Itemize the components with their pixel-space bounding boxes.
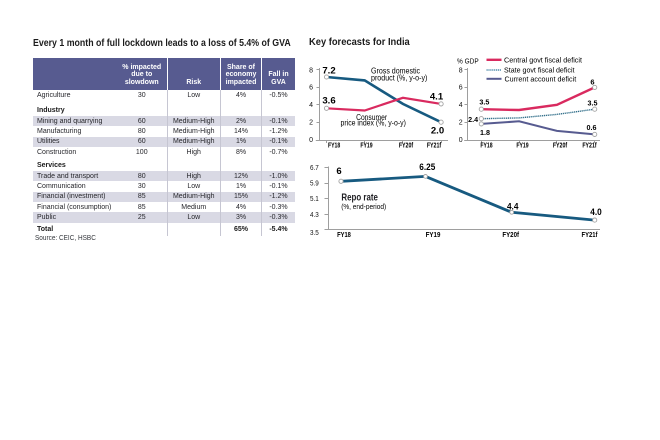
svg-text:FY20f: FY20f	[502, 232, 519, 239]
svg-text:Repo rate: Repo rate	[341, 192, 378, 203]
svg-text:Consumer: Consumer	[356, 113, 387, 122]
svg-text:6: 6	[336, 166, 341, 177]
svg-text:FY21f: FY21f	[427, 143, 442, 150]
svg-text:8: 8	[459, 67, 463, 74]
svg-text:3.5: 3.5	[588, 99, 598, 108]
svg-text:FY19: FY19	[516, 143, 528, 150]
svg-text:Central govt fiscal deficit: Central govt fiscal deficit	[504, 57, 582, 64]
svg-text:6: 6	[309, 85, 313, 92]
svg-text:6.25: 6.25	[419, 162, 436, 173]
svg-text:6: 6	[590, 77, 594, 86]
svg-text:% GDP: % GDP	[457, 58, 479, 65]
svg-text:4.3: 4.3	[310, 212, 319, 219]
svg-text:Gross domestic: Gross domestic	[371, 67, 420, 76]
svg-text:5.1: 5.1	[310, 196, 319, 203]
svg-text:FY21f: FY21f	[582, 143, 597, 150]
svg-text:FY18: FY18	[337, 232, 351, 239]
svg-text:4: 4	[309, 102, 313, 109]
svg-text:8: 8	[309, 67, 313, 74]
svg-text:3.5: 3.5	[479, 97, 489, 106]
svg-text:FY18: FY18	[328, 143, 340, 150]
svg-text:2: 2	[309, 120, 313, 127]
svg-text:4.0: 4.0	[590, 207, 602, 218]
svg-text:3.5: 3.5	[310, 230, 319, 237]
svg-text:5.9: 5.9	[310, 181, 319, 188]
svg-text:2: 2	[459, 120, 463, 127]
svg-text:product (%, y-o-y): product (%, y-o-y)	[371, 73, 428, 82]
svg-text:0.6: 0.6	[587, 123, 597, 132]
svg-text:4.1: 4.1	[430, 92, 443, 102]
svg-text:0: 0	[459, 137, 463, 144]
svg-text:2.4: 2.4	[468, 115, 479, 124]
svg-text:Current account deficit: Current account deficit	[505, 76, 577, 83]
svg-text:6.7: 6.7	[310, 165, 319, 172]
svg-text:FY21f: FY21f	[582, 232, 599, 239]
svg-text:(%, end-period): (%, end-period)	[341, 202, 386, 211]
svg-text:1.8: 1.8	[480, 128, 490, 137]
svg-text:price index (%, y-o-y): price index (%, y-o-y)	[341, 119, 407, 128]
svg-text:FY18: FY18	[480, 143, 492, 150]
svg-text:FY20f: FY20f	[399, 143, 414, 150]
svg-text:State govt fiscal deficit: State govt fiscal deficit	[504, 68, 575, 75]
svg-text:2.0: 2.0	[431, 126, 444, 136]
svg-text:7.2: 7.2	[322, 65, 335, 75]
svg-text:3.6: 3.6	[322, 95, 335, 105]
svg-text:FY19: FY19	[426, 232, 441, 239]
svg-text:FY19: FY19	[360, 143, 372, 150]
svg-text:6: 6	[459, 85, 463, 92]
svg-text:4: 4	[459, 102, 463, 109]
svg-text:4.4: 4.4	[507, 202, 519, 213]
svg-text:0: 0	[309, 137, 313, 144]
svg-text:FY20f: FY20f	[553, 143, 568, 150]
